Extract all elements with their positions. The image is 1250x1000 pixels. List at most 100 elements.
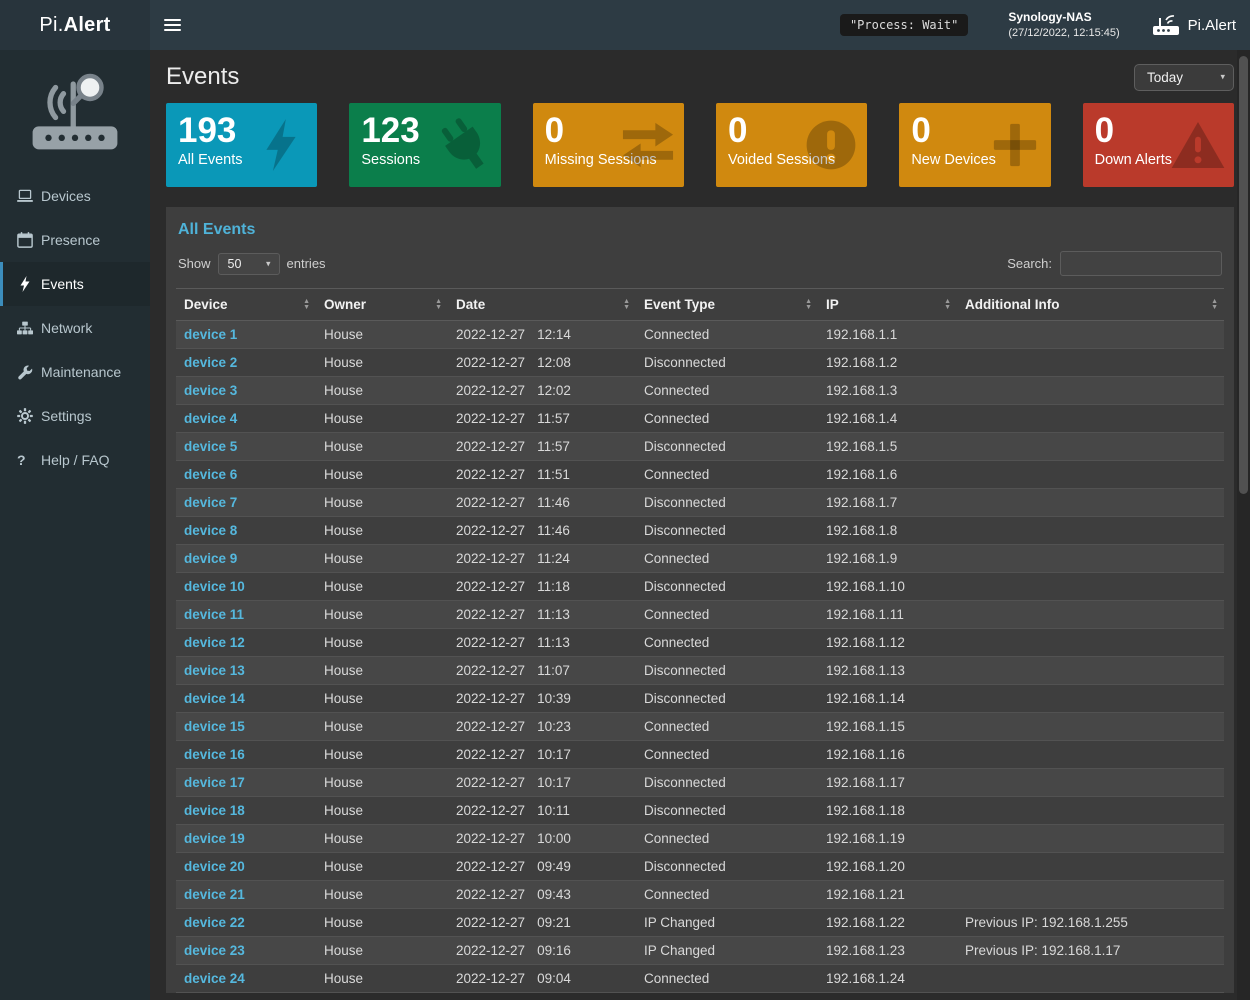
- event-type-cell: Disconnected: [636, 656, 818, 685]
- event-type-cell: IP Changed: [636, 908, 818, 937]
- device-link[interactable]: device 6: [184, 467, 238, 482]
- device-link[interactable]: device 24: [184, 971, 245, 986]
- exchange-icon: [620, 119, 676, 171]
- device-link[interactable]: device 11: [184, 607, 245, 622]
- scrollbar-thumb[interactable]: [1239, 56, 1248, 494]
- table-row: device 12 House 2022-12-27 11:13 Connected 19…: [176, 628, 1224, 657]
- event-type-cell: Connected: [636, 880, 818, 909]
- date-cell: 2022-12-27 10:17: [448, 768, 636, 797]
- navbar: "Process: Wait" Synology-NAS (27/12/2022…: [150, 0, 1250, 50]
- device-link[interactable]: device 14: [184, 691, 245, 706]
- additional-info-cell: [957, 880, 1224, 909]
- stat-label: New Devices: [911, 152, 996, 169]
- sidebar-item-network[interactable]: Network: [0, 306, 150, 350]
- sidebar-item-presence[interactable]: Presence: [0, 218, 150, 262]
- device-link[interactable]: device 2: [184, 355, 238, 370]
- column-header-date[interactable]: Date ▲ ▼: [448, 288, 636, 321]
- main-content: Events Today ▾ 193 All Events 123 Sessions 0…: [150, 50, 1250, 1000]
- table-body: device 1 House 2022-12-27 12:14 Connected 192…: [176, 320, 1224, 993]
- brand-logo[interactable]: Pi. Alert: [0, 0, 150, 50]
- sidebar-item-devices[interactable]: Devices: [0, 174, 150, 218]
- device-link[interactable]: device 1: [184, 327, 238, 342]
- nas-name: Synology-NAS: [1008, 10, 1092, 25]
- device-link[interactable]: device 12: [184, 635, 245, 650]
- ip-cell: 192.168.1.16: [818, 740, 957, 769]
- pialert-logo: [0, 50, 150, 174]
- stat-value: 0: [1094, 111, 1115, 150]
- table-row: device 14 House 2022-12-27 10:39 Disconnecte…: [176, 684, 1224, 713]
- entries-label: entries: [286, 256, 326, 271]
- additional-info-cell: Previous IP: 192.168.1.255: [957, 908, 1224, 937]
- stat-card-missing-sessions[interactable]: 0 Missing Sessions: [532, 103, 684, 187]
- events-panel: All Events Show 50 ▾ entries Search: Dev…: [166, 207, 1234, 993]
- table-row: device 15 House 2022-12-27 10:23 Connected 19…: [176, 712, 1224, 741]
- owner-cell: House: [316, 740, 448, 769]
- stat-card-all-events[interactable]: 193 All Events: [166, 103, 318, 187]
- wrench-icon: [17, 364, 41, 380]
- stat-card-down-alerts[interactable]: 0 Down Alerts: [1082, 103, 1234, 187]
- date-cell: 2022-12-27 11:13: [448, 628, 636, 657]
- device-link[interactable]: device 20: [184, 859, 245, 874]
- event-type-cell: Connected: [636, 404, 818, 433]
- sort-icon: ▲ ▼: [805, 297, 812, 311]
- device-link[interactable]: device 17: [184, 775, 245, 790]
- table-row: device 10 House 2022-12-27 11:18 Disconnecte…: [176, 572, 1224, 601]
- ip-cell: 192.168.1.2: [818, 348, 957, 377]
- device-link[interactable]: device 8: [184, 523, 238, 538]
- additional-info-cell: [957, 544, 1224, 573]
- date-cell: 2022-12-27 09:04: [448, 964, 636, 993]
- search-control: Search:: [1007, 251, 1222, 276]
- scrollbar-track[interactable]: [1237, 50, 1250, 1000]
- device-link[interactable]: device 19: [184, 831, 245, 846]
- sidebar-toggle-button[interactable]: [150, 0, 195, 50]
- device-link[interactable]: device 7: [184, 495, 238, 510]
- device-link[interactable]: device 10: [184, 579, 245, 594]
- period-select[interactable]: Today ▾: [1134, 63, 1234, 91]
- ip-cell: 192.168.1.22: [818, 908, 957, 937]
- sidebar-item-help-faq[interactable]: ? Help / FAQ: [0, 438, 150, 482]
- search-input[interactable]: [1060, 251, 1222, 276]
- ip-cell: 192.168.1.13: [818, 656, 957, 685]
- device-link[interactable]: device 18: [184, 803, 245, 818]
- column-header-additional-info[interactable]: Additional Info ▲ ▼: [957, 288, 1224, 321]
- device-link[interactable]: device 9: [184, 551, 238, 566]
- column-header-owner[interactable]: Owner ▲ ▼: [316, 288, 448, 321]
- date-cell: 2022-12-27 11:18: [448, 572, 636, 601]
- sidebar-item-label: Events: [41, 276, 84, 292]
- device-link[interactable]: device 23: [184, 943, 245, 958]
- device-link[interactable]: device 15: [184, 719, 245, 734]
- stat-card-new-devices[interactable]: 0 New Devices: [899, 103, 1051, 187]
- owner-cell: House: [316, 852, 448, 881]
- exclamation-icon: [803, 119, 859, 171]
- stat-card-voided-sessions[interactable]: 0 Voided Sessions: [715, 103, 868, 187]
- device-cell: device 13: [176, 656, 316, 685]
- column-header-ip[interactable]: IP ▲ ▼: [818, 288, 957, 321]
- owner-cell: House: [316, 488, 448, 517]
- sidebar-item-events[interactable]: Events: [0, 262, 150, 306]
- page-length-control: Show 50 ▾ entries: [178, 252, 326, 275]
- sidebar-item-settings[interactable]: Settings: [0, 394, 150, 438]
- stat-value: 0: [727, 111, 748, 150]
- header-brand: Pi.Alert: [1152, 14, 1236, 36]
- additional-info-cell: [957, 404, 1224, 433]
- device-link[interactable]: device 4: [184, 411, 238, 426]
- device-cell: device 17: [176, 768, 316, 797]
- sidebar-item-maintenance[interactable]: Maintenance: [0, 350, 150, 394]
- device-link[interactable]: device 21: [184, 887, 245, 902]
- date-cell: 2022-12-27 11:57: [448, 432, 636, 461]
- device-link[interactable]: device 5: [184, 439, 238, 454]
- device-link[interactable]: device 13: [184, 663, 245, 678]
- date-cell: 2022-12-27 10:39: [448, 684, 636, 713]
- event-type-cell: Connected: [636, 712, 818, 741]
- device-link[interactable]: device 16: [184, 747, 245, 762]
- column-header-device[interactable]: Device ▲ ▼: [176, 288, 316, 321]
- column-header-event-type[interactable]: Event Type ▲ ▼: [636, 288, 818, 321]
- device-link[interactable]: device 3: [184, 383, 238, 398]
- device-link[interactable]: device 22: [184, 915, 245, 930]
- device-cell: device 11: [176, 600, 316, 629]
- page-size-select[interactable]: 50 ▾: [217, 252, 280, 275]
- event-type-cell: Connected: [636, 740, 818, 769]
- ip-cell: 192.168.1.20: [818, 852, 957, 881]
- stat-card-sessions[interactable]: 123 Sessions: [349, 103, 501, 187]
- sort-icon: ▲ ▼: [303, 297, 310, 311]
